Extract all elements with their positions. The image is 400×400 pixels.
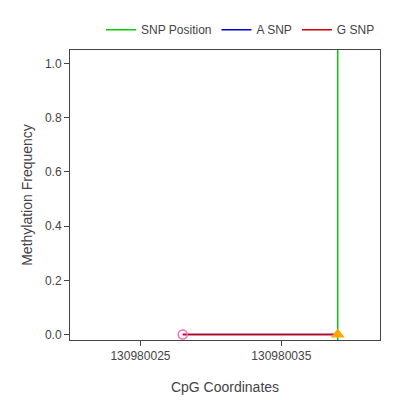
svg-text:0.8: 0.8 bbox=[45, 111, 62, 125]
svg-text:130980035: 130980035 bbox=[251, 349, 311, 363]
svg-text:0.0: 0.0 bbox=[45, 328, 62, 342]
svg-text:1.0: 1.0 bbox=[45, 57, 62, 71]
svg-text:G SNP: G SNP bbox=[337, 23, 374, 37]
svg-text:0.6: 0.6 bbox=[45, 165, 62, 179]
svg-text:SNP Position: SNP Position bbox=[141, 23, 211, 37]
svg-text:A SNP: A SNP bbox=[256, 23, 291, 37]
svg-text:CpG Coordinates: CpG Coordinates bbox=[171, 379, 279, 395]
svg-text:Methylation Frequency: Methylation Frequency bbox=[19, 124, 35, 266]
svg-text:0.2: 0.2 bbox=[45, 274, 62, 288]
svg-text:0.4: 0.4 bbox=[45, 219, 62, 233]
svg-text:130980025: 130980025 bbox=[110, 349, 170, 363]
